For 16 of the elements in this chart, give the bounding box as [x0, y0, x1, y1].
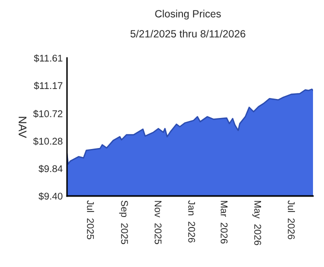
y-axis-title: NAV	[18, 116, 26, 138]
y-tick-label: $11.61	[34, 54, 62, 62]
chart-subtitle: 5/21/2025 thru 8/11/2026	[130, 30, 246, 38]
x-tick-label: Jul 2026	[288, 200, 295, 240]
y-tick-label: $11.17	[34, 82, 62, 90]
y-tick-label: $9.84	[38, 164, 63, 173]
x-tick-label: Jul 2025	[86, 200, 94, 240]
chart-title: Closing Prices	[155, 10, 221, 20]
y-tick-label: $9.40	[38, 192, 62, 200]
y-tick-label: $10.72	[33, 110, 62, 118]
x-tick-label: Jan 2026	[188, 200, 196, 242]
x-tick-label: Sep 2025	[119, 200, 128, 244]
x-tick-label: Nov 2025	[154, 200, 162, 244]
y-tick-label: $10.28	[33, 137, 62, 146]
x-tick-label: May 2026	[252, 200, 262, 246]
x-tick-label: Mar 2026	[220, 200, 228, 244]
